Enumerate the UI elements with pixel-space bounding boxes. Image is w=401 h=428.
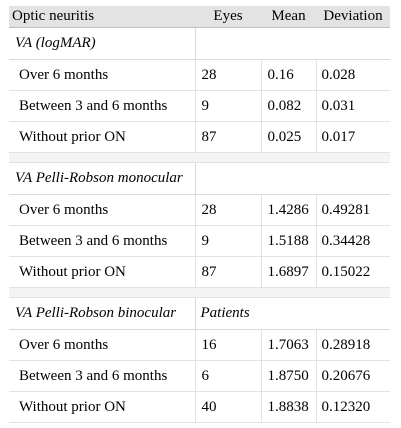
spacer-cell bbox=[9, 287, 390, 298]
table-row: Over 6 months 28 0.16 0.028 bbox=[9, 59, 390, 91]
row-label: Over 6 months bbox=[9, 194, 195, 226]
section-title: VA Pelli-Robson monocular bbox=[9, 162, 195, 195]
row-count: 9 bbox=[194, 225, 261, 257]
table-body: VA (logMAR) Over 6 months 28 0.16 0.028 Betwe… bbox=[9, 27, 390, 423]
row-label: Between 3 and 6 months bbox=[9, 225, 195, 257]
row-deviation: 0.20676 bbox=[315, 360, 390, 392]
row-label: Between 3 and 6 months bbox=[9, 90, 195, 122]
section-header-row: VA (logMAR) bbox=[9, 27, 390, 60]
section-subheader bbox=[194, 162, 261, 195]
row-mean: 1.8838 bbox=[260, 391, 316, 423]
section-subheader bbox=[194, 27, 261, 60]
row-deviation: 0.031 bbox=[315, 90, 390, 122]
section-empty-cell bbox=[316, 297, 390, 330]
row-label: Without prior ON bbox=[9, 121, 195, 153]
table-row: Without prior ON 87 0.025 0.017 bbox=[9, 121, 390, 153]
row-label: Over 6 months bbox=[9, 59, 195, 91]
section-header-row: VA Pelli-Robson monocular bbox=[9, 162, 390, 195]
row-deviation: 0.017 bbox=[315, 121, 390, 153]
table-row: Over 6 months 16 1.7063 0.28918 bbox=[9, 329, 390, 361]
table-row: Between 3 and 6 months 9 0.082 0.031 bbox=[9, 90, 390, 122]
spacer-cell bbox=[9, 152, 390, 163]
header-optic-neuritis: Optic neuritis bbox=[9, 6, 195, 28]
header-row: Optic neuritis Eyes Mean Deviation bbox=[9, 6, 390, 28]
row-deviation: 0.49281 bbox=[315, 194, 390, 226]
section-empty-cell bbox=[261, 297, 316, 330]
table-row: Without prior ON 87 1.6897 0.15022 bbox=[9, 256, 390, 288]
section-spacer bbox=[9, 152, 390, 163]
section-title: VA (logMAR) bbox=[9, 27, 195, 60]
row-mean: 0.082 bbox=[260, 90, 316, 122]
section-empty-cell bbox=[316, 162, 390, 195]
section-empty-cell bbox=[316, 27, 390, 60]
row-label: Without prior ON bbox=[9, 391, 195, 423]
table-row: Without prior ON 40 1.8838 0.12320 bbox=[9, 391, 390, 423]
row-deviation: 0.34428 bbox=[315, 225, 390, 257]
row-count: 6 bbox=[194, 360, 261, 392]
row-label: Between 3 and 6 months bbox=[9, 360, 195, 392]
row-count: 87 bbox=[194, 256, 261, 288]
section-header-row: VA Pelli-Robson binocular Patients bbox=[9, 297, 390, 330]
row-mean: 1.8750 bbox=[260, 360, 316, 392]
row-mean: 1.5188 bbox=[260, 225, 316, 257]
row-label: Over 6 months bbox=[9, 329, 195, 361]
table-row: Between 3 and 6 months 6 1.8750 0.20676 bbox=[9, 360, 390, 392]
section-empty-cell bbox=[261, 162, 316, 195]
header-mean: Mean bbox=[261, 6, 316, 28]
row-label: Without prior ON bbox=[9, 256, 195, 288]
optic-neuritis-table: Optic neuritis Eyes Mean Deviation VA (l… bbox=[9, 6, 390, 423]
section-title: VA Pelli-Robson binocular bbox=[9, 297, 195, 330]
header-eyes: Eyes bbox=[195, 6, 261, 28]
row-mean: 1.4286 bbox=[260, 194, 316, 226]
row-count: 40 bbox=[194, 391, 261, 423]
row-deviation: 0.028 bbox=[315, 59, 390, 91]
row-count: 28 bbox=[194, 194, 261, 226]
row-mean: 0.025 bbox=[260, 121, 316, 153]
section-spacer bbox=[9, 287, 390, 298]
section-empty-cell bbox=[261, 27, 316, 60]
row-count: 28 bbox=[194, 59, 261, 91]
row-mean: 1.6897 bbox=[260, 256, 316, 288]
section-subheader: Patients bbox=[194, 297, 261, 330]
table-row: Between 3 and 6 months 9 1.5188 0.34428 bbox=[9, 225, 390, 257]
table-header: Optic neuritis Eyes Mean Deviation bbox=[9, 6, 390, 28]
row-mean: 0.16 bbox=[260, 59, 316, 91]
row-deviation: 0.12320 bbox=[315, 391, 390, 423]
row-count: 87 bbox=[194, 121, 261, 153]
row-deviation: 0.15022 bbox=[315, 256, 390, 288]
row-count: 16 bbox=[194, 329, 261, 361]
row-count: 9 bbox=[194, 90, 261, 122]
row-deviation: 0.28918 bbox=[315, 329, 390, 361]
row-mean: 1.7063 bbox=[260, 329, 316, 361]
table-row: Over 6 months 28 1.4286 0.49281 bbox=[9, 194, 390, 226]
header-deviation: Deviation bbox=[316, 6, 390, 28]
